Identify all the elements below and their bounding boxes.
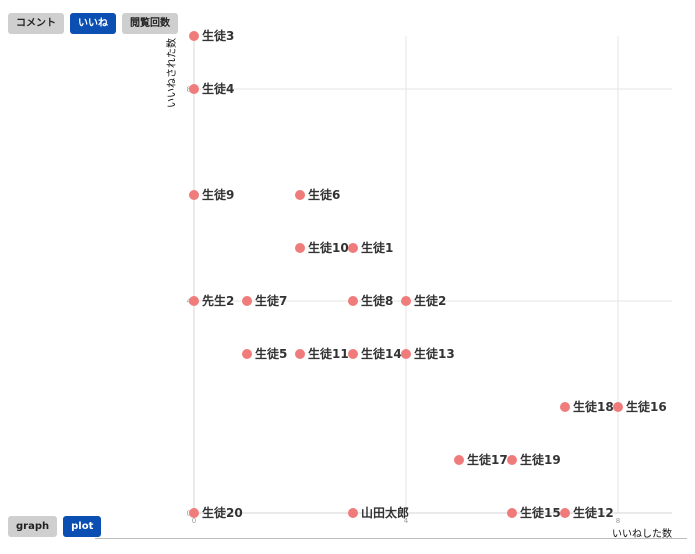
data-point-label: 生徒11 [308, 346, 349, 361]
tab-view-count[interactable]: 閲覧回数 [122, 13, 178, 34]
data-point[interactable] [613, 402, 623, 412]
data-point-label: 生徒17 [467, 452, 508, 467]
data-point-label: 生徒16 [626, 399, 667, 414]
bottom-divider [95, 538, 687, 539]
data-point[interactable] [401, 296, 411, 306]
y-tick-label: 8 [187, 86, 191, 94]
data-point-label: 生徒4 [202, 81, 234, 96]
view-tab-bar: graph plot [8, 516, 102, 537]
tab-like[interactable]: いいね [70, 13, 116, 34]
data-point[interactable] [454, 455, 464, 465]
data-point[interactable] [348, 243, 358, 253]
data-point[interactable] [189, 84, 199, 94]
tab-graph[interactable]: graph [8, 516, 58, 537]
point-layer: 生徒3 生徒4 生徒9 生徒6 生徒10 生徒1 先生2 生徒7 生徒8 生徒2 生徒5 生徒11 生徒… [189, 28, 667, 520]
data-point[interactable] [189, 296, 199, 306]
data-point[interactable] [242, 349, 252, 359]
data-point[interactable] [348, 508, 358, 518]
metric-tab-bar: コメント いいね 閲覧回数 [8, 13, 178, 34]
data-point[interactable] [348, 296, 358, 306]
data-point[interactable] [560, 402, 570, 412]
tab-plot[interactable]: plot [63, 516, 102, 537]
y-tick-label: 0 [187, 510, 191, 518]
x-axis-label: いいねした数 [612, 527, 672, 540]
data-point[interactable] [295, 243, 305, 253]
data-point[interactable] [348, 349, 358, 359]
y-axis-label: いいねされた数 [165, 38, 178, 108]
data-point-label: 生徒10 [308, 240, 349, 255]
data-point-label: 生徒3 [202, 28, 234, 43]
data-point-label: 生徒19 [520, 452, 561, 467]
data-point[interactable] [295, 190, 305, 200]
data-point-label: 生徒6 [308, 187, 340, 202]
data-point[interactable] [401, 349, 411, 359]
data-point-label: 生徒9 [202, 187, 234, 202]
data-point-label: 生徒1 [361, 240, 393, 255]
data-point-label: 生徒18 [573, 399, 614, 414]
data-point-label: 生徒8 [361, 293, 393, 308]
data-point[interactable] [560, 508, 570, 518]
data-point-label: 先生2 [202, 293, 234, 308]
data-point[interactable] [507, 508, 517, 518]
data-point[interactable] [242, 296, 252, 306]
data-point-label: 生徒2 [414, 293, 446, 308]
data-point[interactable] [507, 455, 517, 465]
x-tick-label: 4 [404, 517, 409, 525]
data-point[interactable] [189, 190, 199, 200]
data-point-label: 生徒12 [573, 505, 614, 520]
grid-layer [193, 36, 672, 514]
data-point[interactable] [295, 349, 305, 359]
data-point-label: 生徒14 [361, 346, 402, 361]
tab-comment[interactable]: コメント [8, 13, 64, 34]
data-point-label: 生徒13 [414, 346, 455, 361]
x-tick-label: 8 [616, 517, 620, 525]
data-point-label: 生徒5 [255, 346, 287, 361]
x-tick-label: 0 [192, 517, 196, 525]
data-point-label: 山田太郎 [361, 505, 409, 520]
data-point[interactable] [189, 508, 199, 518]
data-point-label: 生徒7 [255, 293, 287, 308]
data-point[interactable] [189, 31, 199, 41]
data-point-label: 生徒20 [202, 505, 243, 520]
data-point-label: 生徒15 [520, 505, 561, 520]
